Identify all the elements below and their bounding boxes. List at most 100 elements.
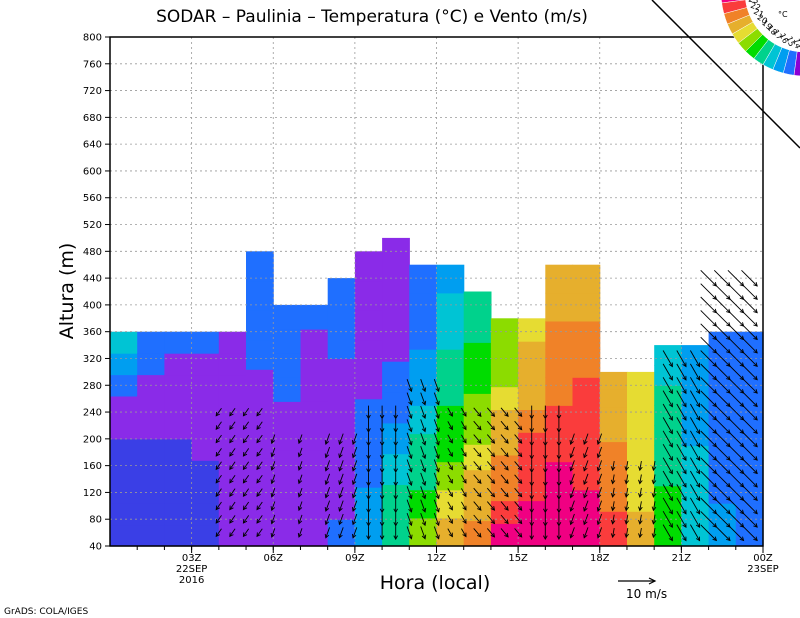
wind-vector xyxy=(727,283,744,300)
y-tick-label: 680 xyxy=(83,113,102,124)
temperature-cell xyxy=(164,503,193,526)
wind-vector xyxy=(727,511,744,528)
wind-vector-head xyxy=(215,532,221,538)
wind-vector xyxy=(713,283,731,300)
temperature-cell xyxy=(300,473,329,499)
x-tick-label: 23SEP xyxy=(747,564,778,575)
wind-vector xyxy=(676,350,687,367)
wind-vector xyxy=(256,488,263,497)
wind-vector-head xyxy=(297,479,303,485)
wind-vector-head xyxy=(324,533,330,539)
wind-vector-head xyxy=(753,308,758,314)
wind-vector-head xyxy=(556,414,562,420)
colorbar-label: 16 xyxy=(778,32,791,45)
wind-vector-head xyxy=(379,454,385,460)
wind-vector-head xyxy=(448,532,453,538)
temperature-cell xyxy=(627,406,655,425)
wind-vector xyxy=(741,484,758,501)
temperature-cell xyxy=(273,497,302,523)
y-axis-ticks: 40 80 120 160 200 240 280 320 360 400 440 480 520 560… xyxy=(83,33,110,553)
wind-vector xyxy=(713,336,731,354)
temperature-cell xyxy=(191,460,220,483)
temperature-cell xyxy=(382,268,410,301)
temperature-cell xyxy=(735,331,764,354)
wind-vector xyxy=(690,377,700,394)
temperature-cell xyxy=(164,353,193,376)
wind-vector-head xyxy=(556,535,562,541)
wind-vector xyxy=(433,392,440,405)
temperature-cell xyxy=(273,353,302,378)
temperature-cell xyxy=(436,433,465,463)
colorbar-segment xyxy=(793,51,800,77)
wind-vector xyxy=(461,434,467,444)
wind-vector-head xyxy=(753,375,758,381)
wind-vector-head xyxy=(610,466,616,472)
wind-vector xyxy=(256,474,263,484)
temperature-cell xyxy=(382,330,410,362)
wind-vector-head xyxy=(366,495,371,500)
wind-vector xyxy=(500,487,509,497)
wind-vector-head xyxy=(529,428,534,433)
wind-vector xyxy=(486,528,495,538)
wind-vector xyxy=(727,377,744,394)
temperature-cell xyxy=(681,425,710,447)
wind-vector xyxy=(514,528,523,538)
wind-vector xyxy=(461,514,467,524)
wind-vector xyxy=(700,484,717,501)
wind-vector xyxy=(676,390,687,407)
temperature-cell xyxy=(490,523,519,547)
wind-vector-head xyxy=(462,465,467,471)
wind-vector xyxy=(338,513,344,525)
wind-vector xyxy=(713,524,731,541)
wind-vector xyxy=(420,526,426,539)
temperature-cell xyxy=(246,369,274,400)
wind-vector xyxy=(243,488,250,497)
wind-vector-head xyxy=(753,322,758,327)
wind-vector xyxy=(662,497,673,515)
wind-vector xyxy=(433,419,440,432)
temperature-cell xyxy=(436,489,465,519)
wind-vector xyxy=(690,470,700,488)
temperature-cell xyxy=(490,363,519,388)
wind-vector xyxy=(338,487,344,498)
wind-vector-head xyxy=(695,442,701,448)
wind-vector-head xyxy=(229,425,234,430)
temperature-cell xyxy=(681,345,710,366)
wind-vector xyxy=(338,527,344,538)
wind-vector-head xyxy=(393,414,398,420)
wind-vector-head xyxy=(477,479,482,485)
wind-vector-head xyxy=(726,536,731,542)
wind-vector-head xyxy=(477,425,482,431)
wind-vector-head xyxy=(366,414,371,420)
wind-vector xyxy=(271,434,276,444)
temperature-cell xyxy=(518,318,546,342)
wind-vector xyxy=(727,403,744,421)
wind-vector-head xyxy=(379,428,385,433)
wind-vector xyxy=(256,515,263,524)
wind-vector xyxy=(433,512,440,526)
colorbar-label: 22 xyxy=(749,1,762,13)
wind-vector xyxy=(514,474,523,484)
wind-vector xyxy=(741,511,758,528)
wind-vector-head xyxy=(435,414,440,419)
wind-vector xyxy=(271,474,276,484)
wind-vector xyxy=(473,420,482,430)
temperature-cell xyxy=(654,465,682,487)
temperature-cell xyxy=(627,476,655,495)
wind-vector-head xyxy=(408,454,413,460)
wind-vector xyxy=(597,527,603,538)
wind-vector-head xyxy=(517,492,523,498)
wind-vector xyxy=(256,461,263,470)
wind-vector-head xyxy=(435,427,440,433)
wind-vector xyxy=(420,446,426,459)
temperature-cell xyxy=(137,396,165,418)
wind-vector xyxy=(352,487,358,498)
wind-vector-head xyxy=(242,465,248,471)
temperature-cell xyxy=(545,264,574,294)
wind-vector-head xyxy=(351,520,357,526)
wind-vector xyxy=(713,377,731,394)
wind-vector-head xyxy=(242,411,248,417)
wind-vector xyxy=(473,501,482,511)
wind-vector xyxy=(461,501,467,511)
